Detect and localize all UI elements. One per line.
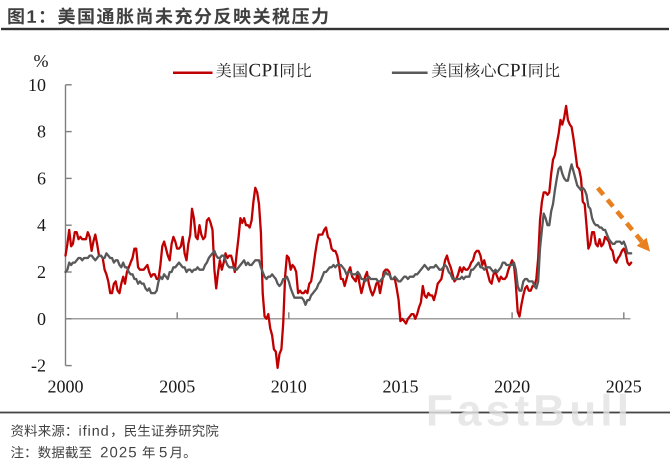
svg-text:%: % (34, 51, 49, 71)
svg-text:10: 10 (28, 75, 46, 95)
svg-text:-2: -2 (31, 356, 46, 376)
svg-text:2015: 2015 (383, 377, 419, 397)
svg-text:0: 0 (37, 309, 46, 329)
svg-text:2025: 2025 (606, 377, 642, 397)
svg-text:2020: 2020 (494, 377, 530, 397)
svg-text:8: 8 (37, 122, 46, 142)
svg-text:2005: 2005 (159, 377, 195, 397)
svg-text:2: 2 (37, 262, 46, 282)
svg-text:4: 4 (37, 215, 46, 235)
svg-text:2000: 2000 (48, 377, 84, 397)
svg-text:2010: 2010 (271, 377, 307, 397)
svg-text:6: 6 (37, 168, 46, 188)
